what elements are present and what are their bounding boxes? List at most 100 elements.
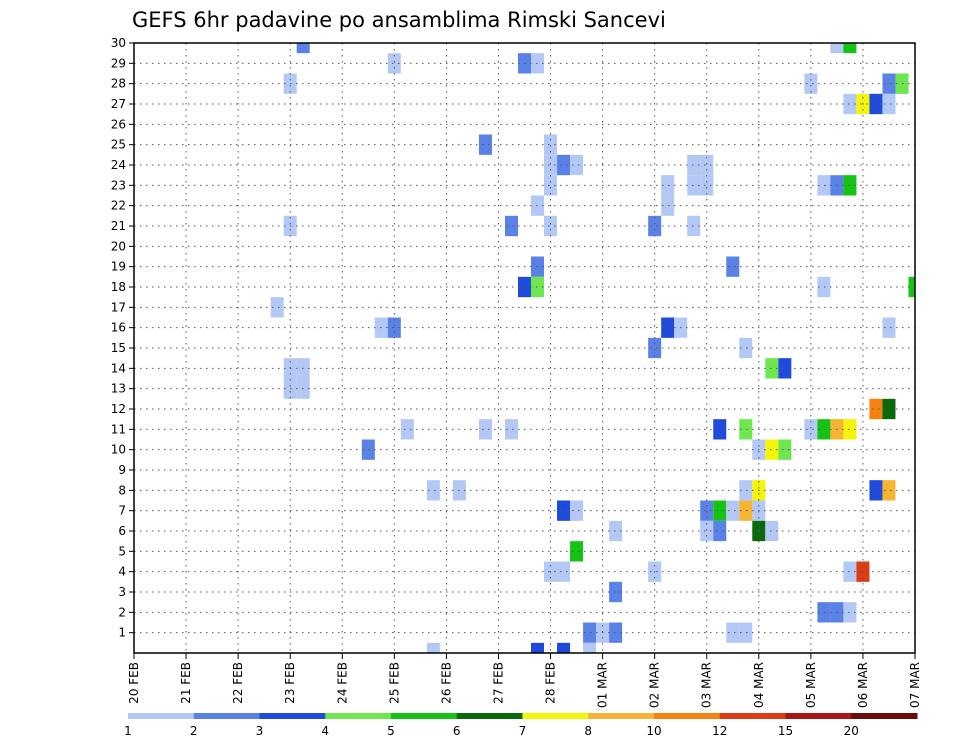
heatmap-cell [504,419,518,440]
y-tick-label: 7 [118,504,126,518]
heatmap-cell [544,215,558,237]
colorbar-swatch [391,713,458,719]
y-tick-label: 27 [111,97,126,111]
heatmap-cell [700,520,714,542]
heatmap-cell [765,439,779,460]
heatmap-cell [700,175,714,196]
heatmap-cell [478,419,492,440]
colorbar-label: 8 [584,724,592,738]
heatmap-cell [817,419,831,440]
colorbar-swatch [456,713,523,719]
x-tick-label: 22 FEB [231,662,245,704]
x-tick-label: 28 FEB [544,662,558,704]
chart-grid [134,42,915,653]
colorbar-swatch [325,713,392,719]
y-tick-label: 21 [111,219,126,233]
heatmap-cell [726,256,740,277]
y-tick-label: 16 [111,321,126,335]
heatmap-cell [687,154,701,176]
x-tick-label: 23 FEB [283,662,297,704]
heatmap-cell [843,561,857,582]
colorbar-swatch [719,713,786,719]
heatmap-cell [531,256,545,277]
heatmap-cell [531,195,545,216]
heatmap-cell [661,175,675,196]
heatmap-cell [830,43,844,54]
heatmap-cell [882,73,896,94]
y-tick-label: 4 [118,565,126,579]
heatmap-cell [544,154,558,176]
heatmap-cell [869,93,883,115]
heatmap-cell [739,419,753,440]
heatmap-cell [478,134,492,155]
heatmap-cell [817,602,831,623]
heatmap-cell [531,53,545,74]
colorbar: 1 2 3 4 5 6 7 8 10 12 15 20 [124,713,918,738]
heatmap-cell [869,398,883,420]
x-tick-label: 27 FEB [491,662,505,704]
heatmap-cell [531,642,545,653]
y-tick-label: 25 [111,138,126,152]
heatmap-cell [713,500,727,521]
y-tick-label: 17 [111,300,126,314]
y-tick-label: 26 [111,117,126,131]
colorbar-swatch [193,713,260,719]
heatmap-cell [557,500,571,521]
y-tick-label: 14 [111,361,126,375]
heatmap-cell [882,398,896,420]
x-tick-label: 21 FEB [179,662,193,704]
heatmap-cell [557,561,571,582]
heatmap-cell [609,520,623,542]
colorbar-label: 15 [778,724,793,738]
heatmap-cell [817,175,831,196]
colorbar-label: 12 [712,724,727,738]
y-tick-label: 10 [111,443,126,457]
x-tick-label: 20 FEB [127,662,141,704]
heatmap-cell [544,134,558,155]
heatmap-cell [609,581,623,603]
y-tick-label: 20 [111,239,126,253]
colorbar-swatch [522,713,589,719]
heatmap-cell [843,419,857,440]
colorbar-label: 1 [124,724,132,738]
y-tick-label: 22 [111,199,126,213]
heatmap-cell [739,622,753,643]
heatmap-cell [817,276,831,298]
x-tick-label: 26 FEB [439,662,453,704]
x-axis-ticks: 20 FEB 21 FEB 22 FEB 23 FEB 24 FEB 25 FEB 26 F… [127,653,922,708]
y-tick-label: 6 [118,524,126,538]
x-tick-label: 03 MAR [700,662,714,708]
x-tick-label: 05 MAR [804,662,818,708]
heatmap-cell [531,276,545,298]
colorbar-label: 2 [190,724,198,738]
heatmap-cell [843,43,857,54]
heatmap-cell [726,622,740,643]
heatmap-cell [700,154,714,176]
heatmap-cell [804,73,818,94]
heatmap-cell [726,500,740,521]
heatmap-cell [908,276,915,298]
heatmap-cell [426,480,440,501]
x-tick-label: 02 MAR [648,662,662,708]
heatmap-cell [765,520,779,542]
heatmap-cell [804,419,818,440]
heatmap-cell [843,602,857,623]
x-tick-label: 25 FEB [387,662,401,704]
heatmap-cell [869,480,883,501]
y-tick-label: 2 [118,605,126,619]
colorbar-label: 4 [321,724,329,738]
y-tick-label: 18 [111,280,126,294]
y-tick-label: 3 [118,585,126,599]
y-tick-label: 1 [118,626,126,640]
heatmap-cell [570,154,584,176]
heatmap-cell [504,215,518,237]
heatmap-cell [713,419,727,440]
heatmap-cell [661,195,675,216]
heatmap-cell [739,337,753,359]
y-tick-label: 12 [111,402,126,416]
y-axis-ticks: 1234567891011121314151617181920212223242… [111,36,134,640]
heatmap-cell [296,43,310,54]
colorbar-label: 5 [387,724,395,738]
heatmap-cell [739,480,753,501]
